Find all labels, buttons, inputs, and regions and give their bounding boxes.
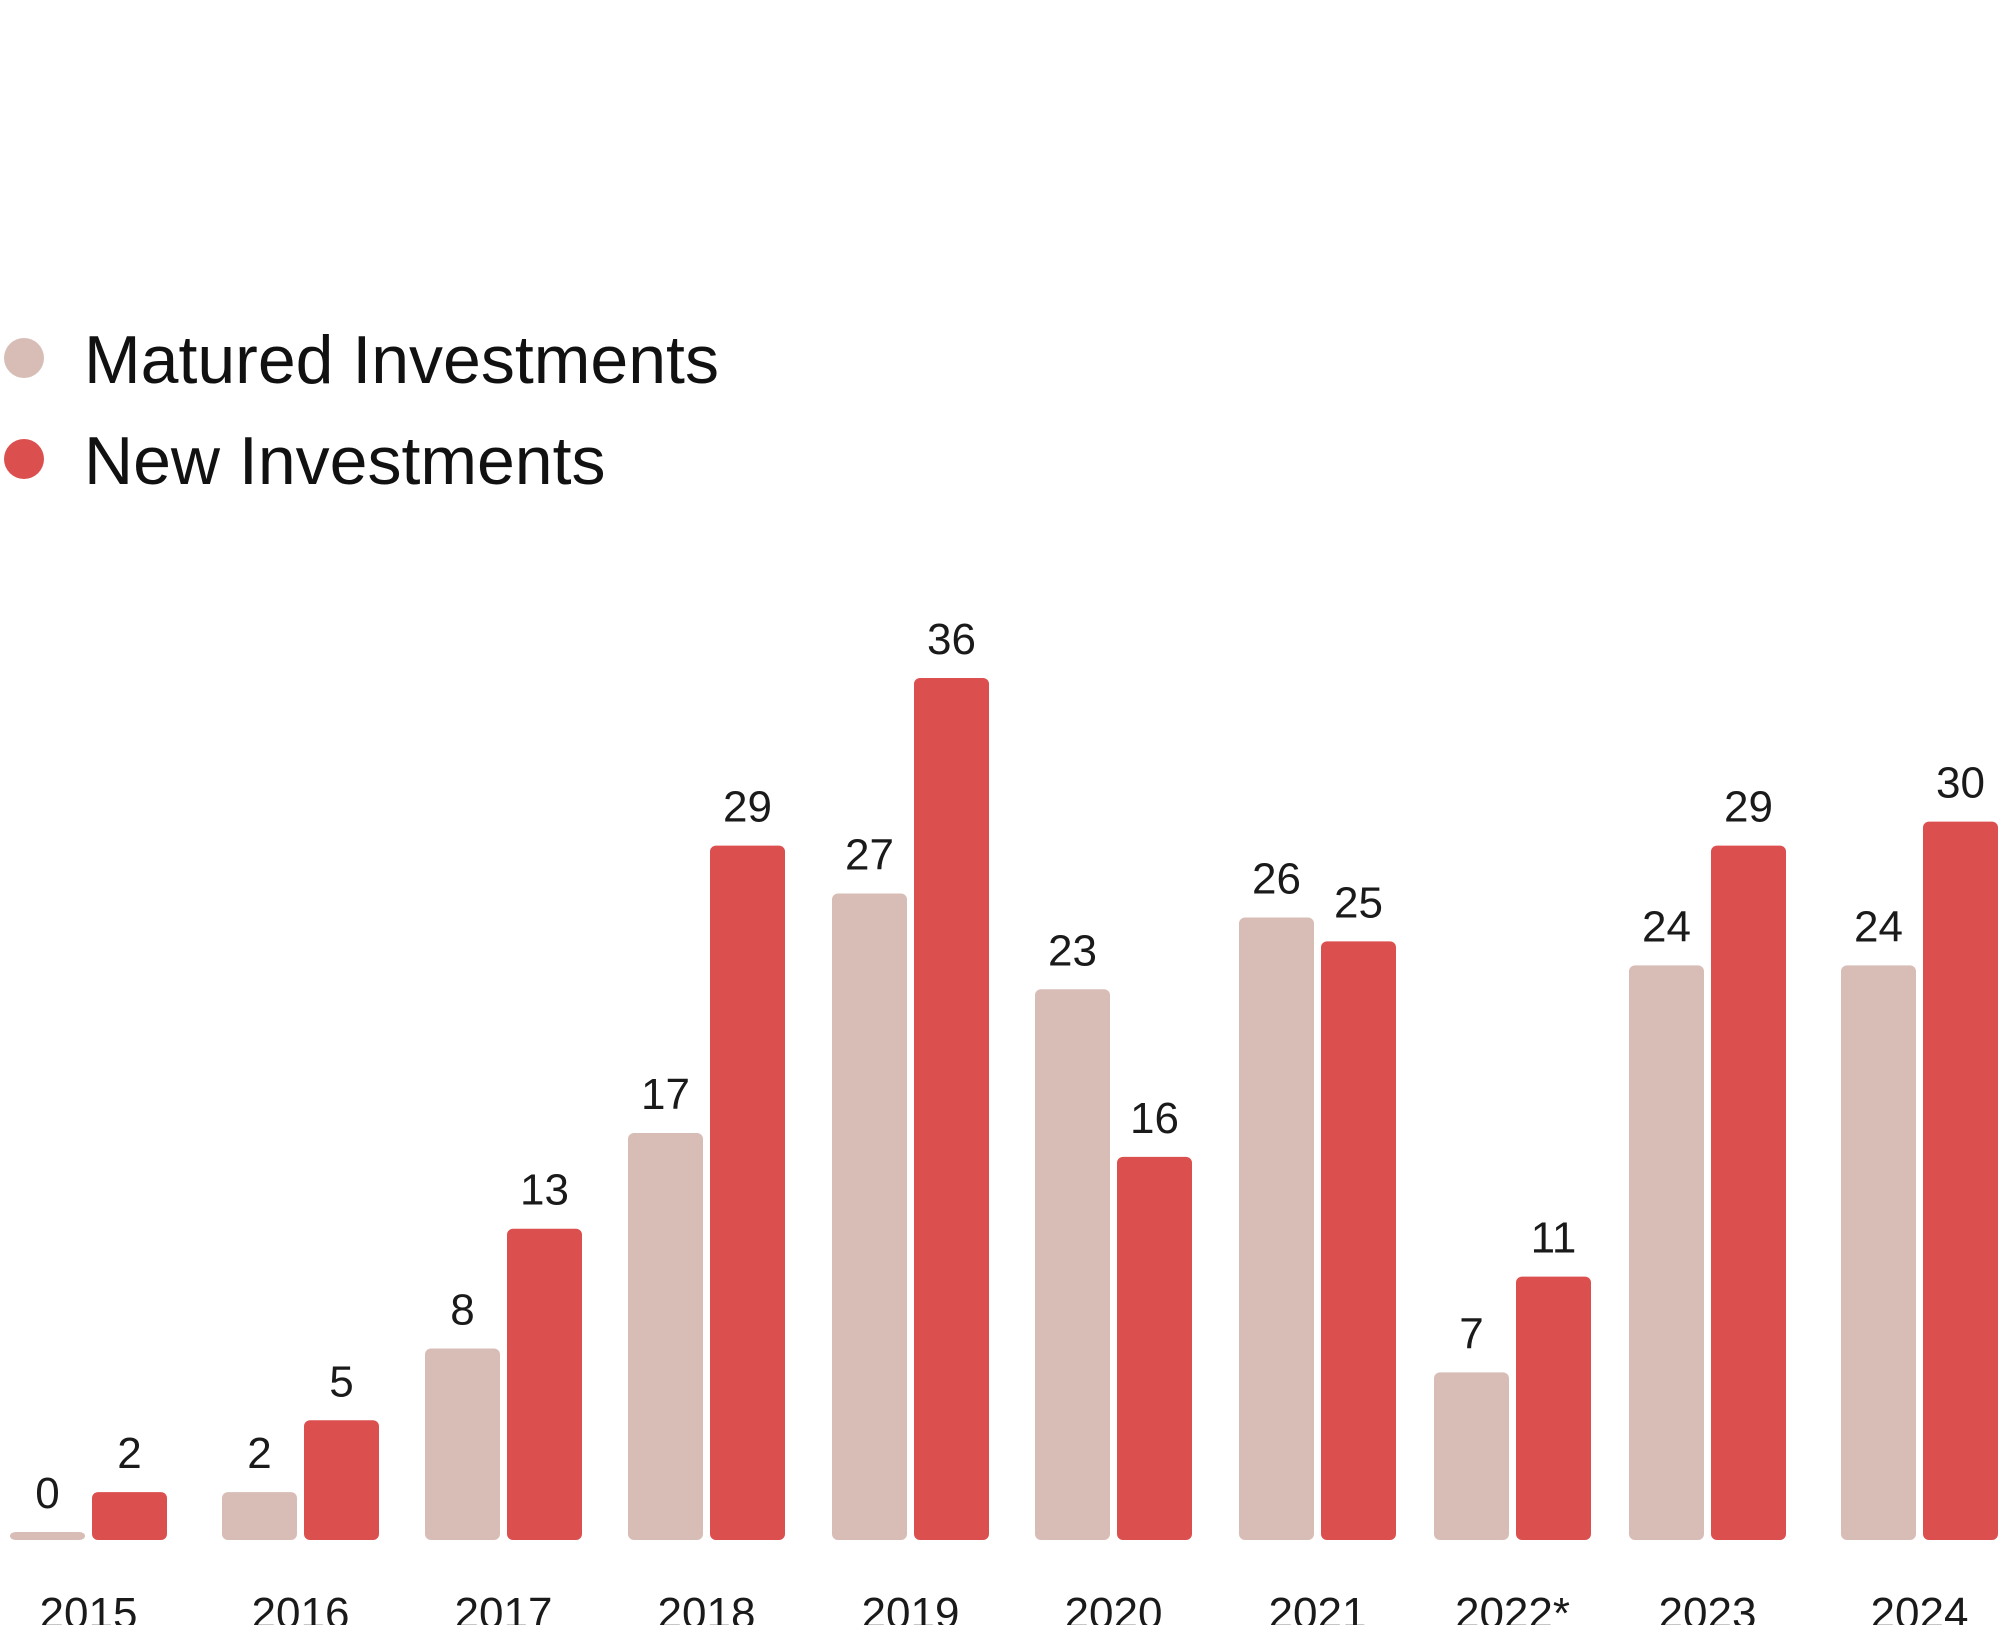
x-tick-label-2024: 2024 — [1871, 1589, 1969, 1625]
bar-matured-2019 — [832, 893, 907, 1540]
bar-matured-2015 — [10, 1532, 85, 1540]
bar-new-2018 — [710, 845, 785, 1540]
legend-label-new: New Investments — [84, 423, 606, 499]
x-tick-label-2017: 2017 — [455, 1589, 553, 1625]
x-tick-label-2018: 2018 — [658, 1589, 756, 1625]
legend-label-matured: Matured Investments — [84, 322, 719, 398]
value-label-matured-2023: 24 — [1642, 902, 1691, 951]
value-label-matured-2018: 17 — [641, 1070, 690, 1119]
bar-matured-2021 — [1239, 917, 1314, 1540]
value-label-matured-2015: 0 — [35, 1469, 59, 1518]
value-label-new-2022: 11 — [1531, 1214, 1577, 1263]
x-tick-label-2021: 2021 — [1269, 1589, 1367, 1625]
value-label-matured-2024: 24 — [1854, 902, 1903, 951]
bar-new-2021 — [1321, 941, 1396, 1540]
value-label-new-2015: 2 — [117, 1429, 141, 1478]
x-tick-label-2020: 2020 — [1065, 1589, 1163, 1625]
value-label-new-2021: 25 — [1334, 878, 1383, 927]
bar-new-2016 — [304, 1420, 379, 1540]
x-tick-label-2023: 2023 — [1659, 1589, 1757, 1625]
value-label-new-2023: 29 — [1724, 783, 1773, 832]
bar-matured-2016 — [222, 1492, 297, 1540]
x-tick-label-2022: 2022* — [1455, 1589, 1570, 1625]
bar-new-2023 — [1711, 845, 1786, 1540]
bar-matured-2022 — [1434, 1372, 1509, 1540]
x-tick-label-2019: 2019 — [862, 1589, 960, 1625]
legend-swatch-new — [4, 439, 44, 479]
bar-new-2017 — [507, 1228, 582, 1540]
value-label-new-2020: 16 — [1130, 1094, 1179, 1143]
bar-new-2019 — [914, 678, 989, 1540]
bar-matured-2020 — [1035, 989, 1110, 1540]
legend: Matured Investments New Investments — [4, 322, 719, 499]
value-label-matured-2016: 2 — [247, 1429, 271, 1478]
bar-new-2022 — [1516, 1276, 1591, 1540]
bar-matured-2023 — [1629, 965, 1704, 1540]
bar-new-2015 — [92, 1492, 167, 1540]
bar-matured-2024 — [1841, 965, 1916, 1540]
bar-matured-2018 — [628, 1132, 703, 1540]
bars-group — [10, 678, 1998, 1540]
value-label-new-2024: 30 — [1936, 759, 1985, 808]
value-label-matured-2021: 26 — [1252, 854, 1301, 903]
bar-new-2020 — [1117, 1156, 1192, 1540]
x-tick-label-2016: 2016 — [252, 1589, 350, 1625]
value-label-new-2016: 5 — [329, 1357, 353, 1406]
value-label-matured-2020: 23 — [1048, 926, 1097, 975]
value-label-new-2017: 13 — [520, 1166, 569, 1215]
legend-swatch-matured — [4, 338, 44, 378]
bar-new-2024 — [1923, 821, 1998, 1540]
value-label-matured-2022: 7 — [1459, 1309, 1483, 1358]
value-label-new-2018: 29 — [723, 783, 772, 832]
x-axis-ticks: 2015 2016 2017 2018 2019 2020 2021 2022* 2023 202… — [40, 1589, 1969, 1625]
value-label-new-2019: 36 — [927, 615, 976, 664]
value-label-matured-2019: 27 — [845, 831, 894, 880]
x-tick-label-2015: 2015 — [40, 1589, 138, 1625]
bar-matured-2017 — [425, 1348, 500, 1540]
value-label-matured-2017: 8 — [450, 1285, 474, 1334]
